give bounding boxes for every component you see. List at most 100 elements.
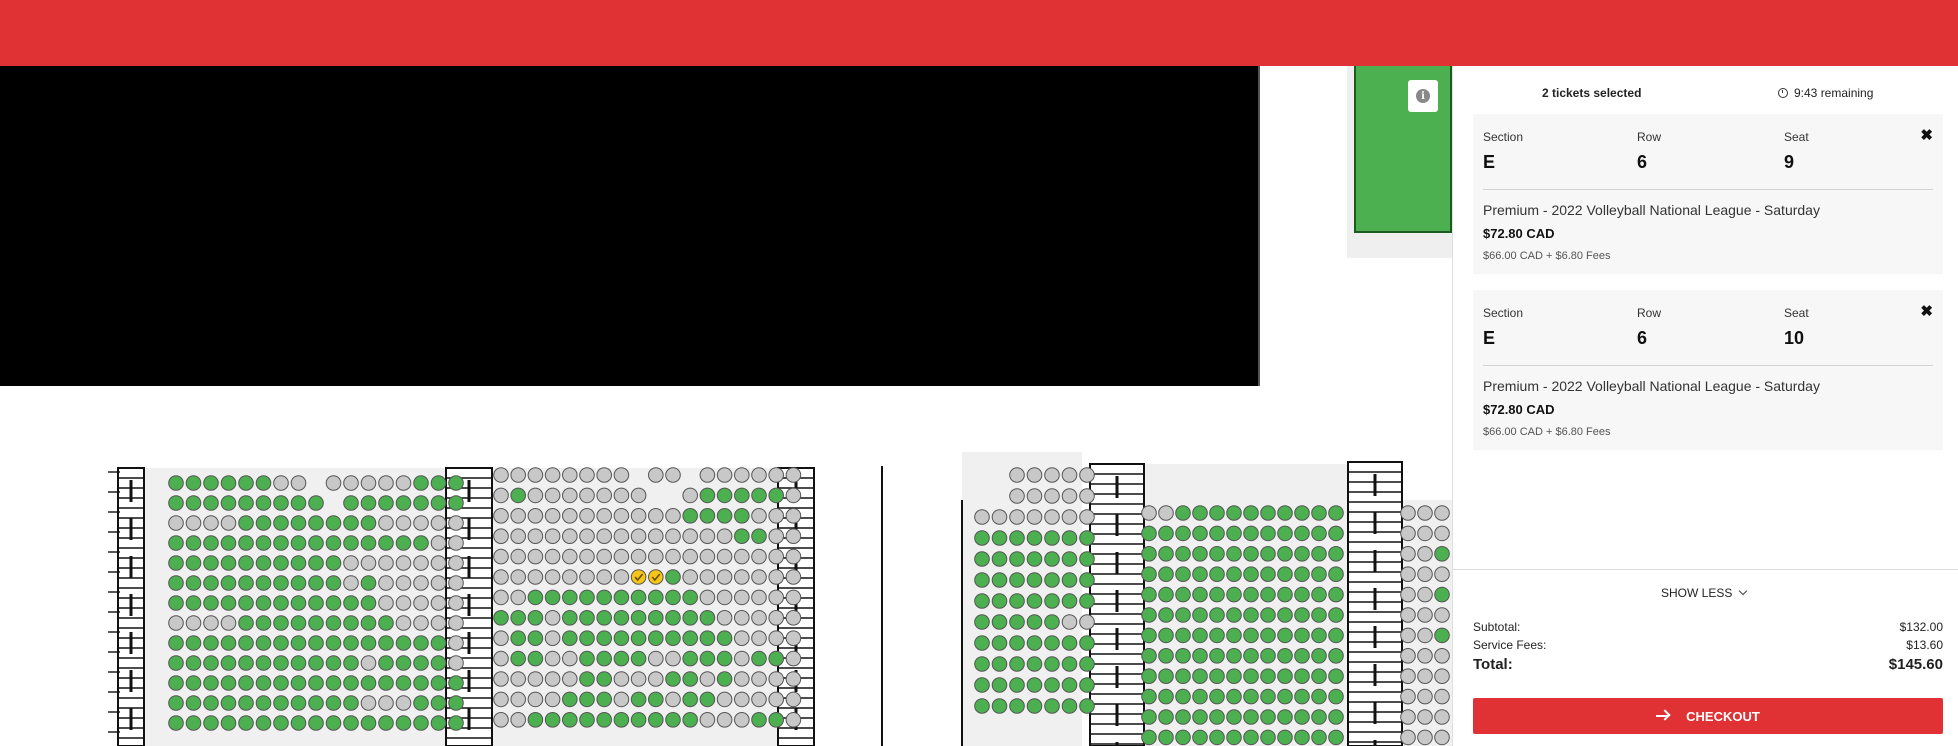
seat-available[interactable] — [716, 630, 733, 646]
seat-available[interactable] — [1226, 566, 1242, 582]
seat-available[interactable] — [682, 610, 699, 626]
seat-available[interactable] — [1226, 586, 1242, 603]
seat-available[interactable] — [1260, 627, 1276, 644]
seat-available[interactable] — [613, 712, 630, 728]
seat-available[interactable] — [1009, 614, 1025, 630]
seat-available[interactable] — [378, 715, 394, 731]
seat-available[interactable] — [255, 555, 272, 571]
seat-available[interactable] — [1209, 729, 1225, 746]
seat-available[interactable] — [734, 508, 750, 524]
seat-available[interactable] — [1328, 566, 1344, 582]
seat-available[interactable] — [1175, 627, 1191, 644]
seat-available[interactable] — [1209, 688, 1225, 705]
seat-available[interactable] — [1192, 627, 1208, 644]
seat-available[interactable] — [255, 655, 272, 671]
seat-available[interactable] — [1026, 656, 1043, 672]
seat-available[interactable] — [1277, 688, 1293, 705]
seat-available[interactable] — [1009, 530, 1025, 546]
seat-available[interactable] — [510, 610, 527, 626]
video-player[interactable] — [0, 66, 1260, 386]
seat-available[interactable] — [596, 610, 613, 626]
seat-available[interactable] — [974, 656, 990, 672]
seat-available[interactable] — [1294, 709, 1310, 725]
seat-available[interactable] — [1061, 635, 1078, 651]
seat-available[interactable] — [168, 715, 184, 731]
seat-available[interactable] — [203, 675, 219, 691]
seat-available[interactable] — [448, 715, 464, 731]
seat-available[interactable] — [613, 630, 630, 646]
seat-available[interactable] — [751, 712, 767, 728]
seat-available[interactable] — [185, 635, 202, 651]
seat-available[interactable] — [290, 675, 307, 691]
seat-available[interactable] — [1044, 530, 1060, 546]
seat-available[interactable] — [1026, 572, 1043, 588]
seat-available[interactable] — [1260, 668, 1276, 684]
seat-available[interactable] — [1209, 607, 1225, 623]
seat-available[interactable] — [255, 615, 272, 631]
seat-available[interactable] — [1141, 668, 1157, 684]
seat-available[interactable] — [1294, 525, 1310, 542]
seat-available[interactable] — [1260, 566, 1276, 582]
seat-available[interactable] — [290, 515, 307, 531]
seat-available[interactable] — [613, 589, 630, 606]
seat-available[interactable] — [1277, 566, 1293, 582]
seat-available[interactable] — [360, 575, 377, 591]
seat-available[interactable] — [1192, 709, 1208, 725]
seat-available[interactable] — [1061, 530, 1078, 546]
seat-available[interactable] — [716, 487, 733, 504]
seat-available[interactable] — [1175, 586, 1191, 603]
seat-available[interactable] — [1175, 729, 1191, 746]
seat-available[interactable] — [1277, 586, 1293, 603]
seat-available[interactable] — [185, 595, 202, 611]
seat-available[interactable] — [360, 715, 377, 731]
seat-available[interactable] — [273, 615, 289, 631]
seat-available[interactable] — [1026, 530, 1043, 546]
info-button[interactable]: i — [1408, 80, 1438, 112]
seat-available[interactable] — [273, 575, 289, 591]
seat-available[interactable] — [220, 495, 237, 511]
seat-available[interactable] — [220, 695, 237, 711]
seat-available[interactable] — [430, 675, 447, 691]
seat-available[interactable] — [360, 495, 377, 511]
seat-available[interactable] — [562, 691, 578, 708]
seat-available[interactable] — [682, 508, 699, 524]
seat-available[interactable] — [1158, 546, 1174, 562]
seat-available[interactable] — [308, 715, 324, 731]
seat-available[interactable] — [1061, 572, 1078, 588]
seat-available[interactable] — [579, 671, 595, 687]
seat-available[interactable] — [448, 695, 464, 711]
seat-available[interactable] — [974, 530, 990, 546]
seat-available[interactable] — [1294, 586, 1310, 603]
seat-available[interactable] — [1294, 546, 1310, 562]
seat-available[interactable] — [448, 475, 464, 491]
seat-available[interactable] — [716, 671, 733, 687]
seat-available[interactable] — [325, 635, 342, 651]
seat-available[interactable] — [1079, 677, 1095, 693]
seat-available[interactable] — [238, 535, 254, 551]
seat-available[interactable] — [168, 675, 184, 691]
seat-available[interactable] — [1226, 607, 1242, 623]
seat-available[interactable] — [238, 515, 254, 531]
seat-available[interactable] — [1311, 627, 1327, 644]
seat-available[interactable] — [630, 610, 647, 626]
seat-available[interactable] — [1026, 614, 1043, 630]
seat-available[interactable] — [527, 712, 544, 728]
seat-available[interactable] — [343, 515, 359, 531]
seat-available[interactable] — [255, 535, 272, 551]
seat-available[interactable] — [1277, 525, 1293, 542]
seat-available[interactable] — [1192, 505, 1208, 521]
seat-available[interactable] — [1243, 688, 1259, 705]
seat-available[interactable] — [991, 614, 1008, 630]
seat-available[interactable] — [991, 656, 1008, 672]
seat-available[interactable] — [185, 535, 202, 551]
seat-map[interactable] — [0, 440, 1452, 746]
seat-available[interactable] — [1226, 525, 1242, 542]
seat-available[interactable] — [395, 635, 412, 651]
seat-available[interactable] — [1260, 505, 1276, 521]
seat-available[interactable] — [325, 715, 342, 731]
seat-available[interactable] — [1226, 505, 1242, 521]
seat-available[interactable] — [1294, 688, 1310, 705]
seat-available[interactable] — [255, 715, 272, 731]
seat-available[interactable] — [1009, 635, 1025, 651]
seat-available[interactable] — [1158, 566, 1174, 582]
